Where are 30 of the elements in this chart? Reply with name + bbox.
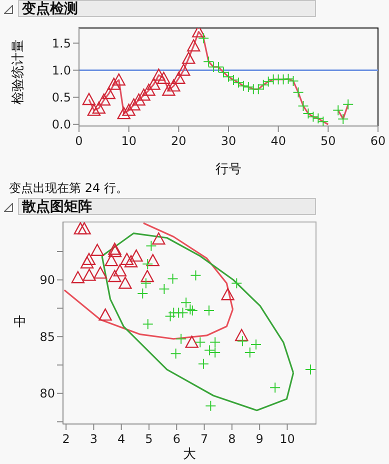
x-tick-label: 5 — [145, 432, 153, 446]
chart-title: 散点图矩阵 — [18, 198, 316, 215]
x-tick-label: 7 — [200, 432, 208, 446]
y-tick-label: 90 — [40, 273, 55, 288]
x-axis-title: 大 — [183, 446, 196, 463]
text: 变点出现在第 24 行。 — [9, 180, 128, 197]
chart-title: 变点检测 — [18, 0, 316, 17]
y-tick-label: 85 — [40, 330, 55, 344]
x-tick-label: 0 — [75, 134, 83, 148]
x-tick-label: 10 — [121, 134, 136, 148]
x-tick-label: 40 — [270, 134, 286, 148]
x-tick-label: 8 — [228, 432, 236, 446]
y-axis-title: 中 — [14, 314, 26, 331]
x-axis-title: 行号 — [216, 161, 242, 178]
x-tick-label: 2 — [62, 432, 70, 446]
y-tick-label: 80 — [40, 386, 55, 401]
x-tick-label: 3 — [90, 432, 98, 446]
x-tick-label: 60 — [370, 134, 386, 148]
y-axis-title: 检验统计量 — [10, 40, 27, 104]
y-tick-label: 1.5 — [52, 36, 71, 50]
x-tick-label: 6 — [172, 432, 180, 446]
y-tick-label: 0.0 — [52, 118, 71, 132]
x-tick-label: 9 — [256, 432, 264, 446]
x-tick-label: 20 — [171, 134, 186, 148]
y-tick-label: 1.0 — [52, 63, 71, 78]
x-tick-label: 10 — [280, 432, 295, 446]
x-tick-label: 4 — [118, 432, 126, 446]
x-tick-label: 50 — [320, 134, 336, 148]
y-tick-label: 0.5 — [52, 90, 71, 105]
x-tick-label: 30 — [220, 134, 236, 148]
